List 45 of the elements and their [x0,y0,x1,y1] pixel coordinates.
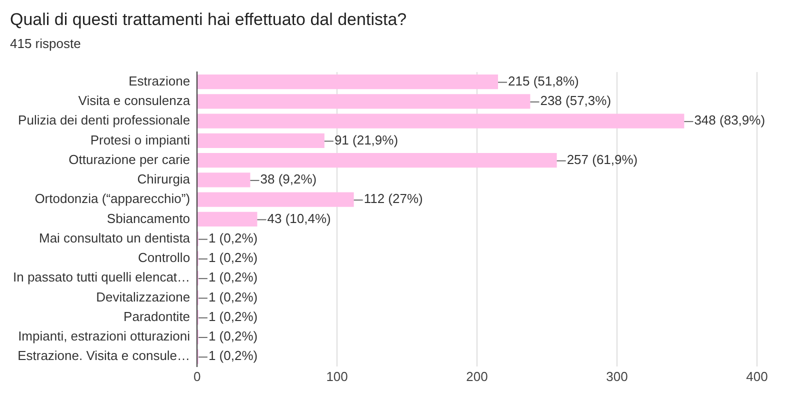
y-tick-label: Mai consultato un dentista [39,230,191,246]
data-label: 1 (0,2%) [208,308,258,324]
x-tick-label: 400 [746,368,768,384]
text: 415 risposte [10,36,81,51]
data-label: 43 (10,4%) [267,210,331,226]
bar [198,74,498,90]
data-label: 238 (57,3%) [540,93,612,108]
y-tick-label: Paradontite [124,308,190,324]
bar [198,133,324,148]
x-tick-label: 200 [466,368,488,384]
y-tick-label: Devitalizzazione [96,289,190,304]
y-tick-label: Protesi o impianti [90,132,190,148]
data-label: 38 (9,2%) [260,172,317,187]
y-tick-label: Chirurgia [137,172,191,187]
data-label: 112 (27%) [364,191,423,206]
bar [198,152,557,168]
y-tick-label: Ortodonzia (“apparecchio”) [34,191,190,206]
x-tick-label: 300 [606,368,628,384]
x-tick-label: 100 [326,368,348,384]
data-label: 1 (0,2%) [208,250,258,266]
y-tick-label: Controllo [138,250,190,266]
bar [198,212,258,227]
data-label: 257 (61,9%) [566,152,638,167]
y-tick-label: Sbiancamento [106,210,190,226]
data-label: 91 (21,9%) [334,132,398,148]
y-tick-label: Estrazione [128,73,190,88]
y-tick-label: Impianti, estrazioni otturazioni [18,328,190,344]
data-label: 1 (0,2%) [208,328,258,344]
y-tick-label: Pulizia dei denti professionale [18,112,190,128]
bar [198,114,684,128]
data-label: 1 (0,2%) [208,230,258,246]
y-tick-label: In passato tutti quelli elencat… [12,270,190,285]
y-tick-label: Estrazione. Visita e consule… [18,348,190,364]
y-tick-label: Visita e consulenza [78,93,191,108]
data-label: 215 (51,8%) [508,73,579,88]
data-label: 1 (0,2%) [208,348,258,364]
y-tick-label: Otturazione per carie [68,152,190,167]
bar [198,192,354,207]
bar [198,172,250,188]
chart-title: Quali di questi trattamenti hai effettuato dal dentista? [10,10,407,29]
data-label: 1 (0,2%) [208,270,258,285]
x-tick-label: 0 [193,368,201,384]
data-label: 1 (0,2%) [208,289,258,304]
data-label: 348 (83,9%) [694,112,766,128]
bar [198,94,530,109]
